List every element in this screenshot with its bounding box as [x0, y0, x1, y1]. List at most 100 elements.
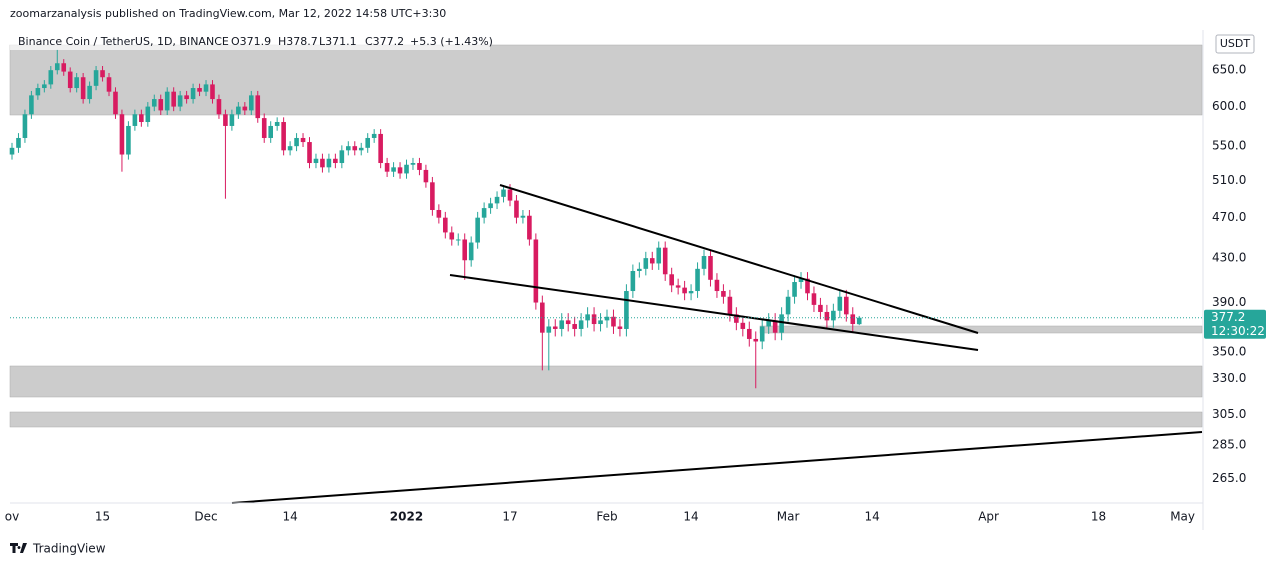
candle-body [358, 147, 364, 151]
currency[interactable]: USDT [1220, 37, 1251, 50]
legend-high: H378.7 [278, 35, 318, 48]
y-tick-label: 600.0 [1212, 99, 1246, 113]
candle-body [649, 258, 655, 264]
logo [10, 543, 27, 553]
y-tick-label: 265.0 [1212, 471, 1246, 485]
candle-body [430, 182, 435, 210]
candle-body [533, 239, 539, 303]
candle-body [552, 326, 558, 329]
candle-body [423, 169, 429, 183]
candle-body [837, 296, 843, 311]
candle-body [93, 70, 99, 86]
candle-body [242, 106, 248, 111]
candle-body [520, 215, 526, 218]
candle-body [365, 137, 371, 148]
drawings [231, 184, 1203, 504]
candle-body [514, 200, 519, 218]
candle-body [378, 133, 383, 164]
candle-body [171, 91, 176, 107]
candle-body [9, 147, 15, 155]
candle-body [843, 296, 849, 315]
candle-body [287, 146, 293, 151]
candle-body [22, 114, 28, 138]
candle-body [119, 114, 125, 155]
trend-line [231, 431, 1203, 504]
candle-body [261, 118, 267, 138]
plot-area [9, 44, 1203, 428]
candle-body [624, 291, 629, 329]
candle-body [236, 106, 241, 115]
y-tick-label: 510.0 [1212, 173, 1246, 187]
candle-body [80, 77, 86, 100]
candle-body [850, 314, 856, 325]
candle-body [294, 137, 299, 147]
trend-line [449, 274, 979, 351]
candle-body [333, 158, 338, 164]
y-tick-label: 430.0 [1212, 251, 1246, 265]
candle-body [527, 215, 532, 240]
candle-body [281, 122, 286, 151]
candle-body [772, 320, 778, 333]
candle-body [326, 158, 332, 168]
candle-body [197, 88, 202, 92]
x-tick-label: 14 [865, 510, 880, 524]
candle-body [352, 146, 358, 151]
x-tick-label: Mar [777, 510, 800, 524]
candle-body [145, 106, 151, 123]
candle-body [106, 77, 112, 92]
y-tick-label: 330.0 [1212, 371, 1246, 385]
candle-body [708, 256, 713, 280]
candle-body [792, 282, 797, 297]
candle-body [54, 63, 60, 71]
candle-body [740, 322, 746, 329]
candle-body [831, 310, 836, 321]
candle-body [701, 256, 707, 269]
candle-body [61, 63, 67, 72]
candle-body [746, 328, 752, 339]
candle-body [818, 304, 823, 312]
candle-body [759, 326, 765, 342]
candle-body [268, 125, 273, 138]
candle-body [397, 167, 403, 174]
candle-body [591, 314, 597, 325]
candle-body [443, 217, 448, 233]
x-tick-label: Dec [194, 510, 217, 524]
candle-body [216, 99, 222, 115]
candle-body [74, 77, 79, 89]
candle-body [29, 95, 34, 115]
candle-body [785, 296, 791, 315]
y-tick-label: 305.0 [1212, 407, 1246, 421]
candle-body [488, 203, 493, 209]
x-tick-label: 14 [683, 510, 698, 524]
last-price-label: 377.2 [1211, 310, 1245, 324]
price-tag: 377.212:30:22 [10, 309, 1266, 339]
candle-body [307, 142, 312, 164]
y-tick-label: 650.0 [1212, 63, 1246, 77]
candle-body [203, 84, 209, 92]
candle-body [598, 320, 603, 325]
x-tick-label: 18 [1091, 510, 1106, 524]
candle-body [449, 232, 455, 240]
zone [9, 411, 1203, 428]
legend-open: O371.9 [231, 35, 271, 48]
candle-body [468, 242, 474, 261]
candle-body [617, 326, 623, 329]
candle-body [643, 258, 649, 269]
last-price-box [1204, 309, 1266, 339]
currency-box[interactable] [1215, 34, 1255, 54]
candle-body [714, 279, 720, 292]
candle-body [42, 84, 47, 89]
zone [9, 44, 1203, 116]
candle-body [320, 158, 325, 168]
candle-body [184, 95, 189, 100]
x-tick-label: 2022 [390, 510, 423, 524]
zone [9, 365, 1203, 398]
legend-low: L371.1 [319, 35, 357, 48]
candle-body [669, 274, 674, 286]
legend-change: +5.3 (+1.43%) [410, 35, 493, 48]
candle-body [695, 268, 700, 292]
legend-bg [10, 32, 490, 50]
candle-body [578, 320, 584, 329]
candle-body [113, 91, 118, 115]
legend: Binance Coin / TetherUS, 1D, BINANCE O37… [18, 35, 493, 48]
